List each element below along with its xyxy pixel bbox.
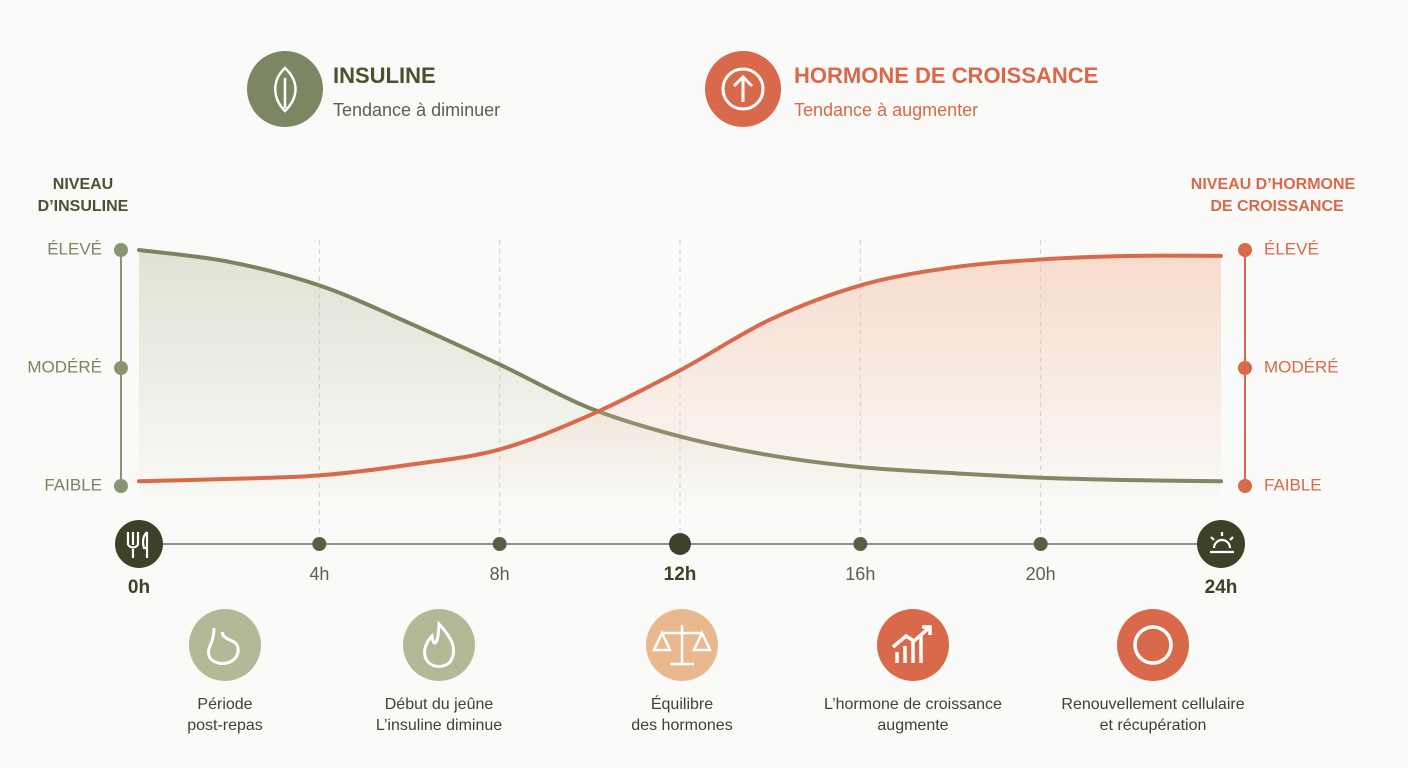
- growth-glyph: [891, 625, 932, 663]
- leaf-glyph: [274, 66, 297, 113]
- legend-name: HORMONE DE CROISSANCE: [794, 63, 1098, 88]
- phase-icons: [189, 609, 1189, 681]
- x-tick-label: 4h: [309, 564, 329, 584]
- arrow-glyph: [732, 74, 754, 102]
- phase-icon: [403, 609, 475, 681]
- tick-mark: [312, 537, 327, 551]
- tick-mark: [492, 537, 507, 551]
- area: [139, 250, 1221, 505]
- y2-tick-label: MODÉRÉ: [1264, 357, 1339, 376]
- y2-tick-label: FAIBLE: [1264, 475, 1322, 494]
- x-tick-label: 8h: [490, 564, 510, 584]
- legend-trend: Tendance à diminuer: [333, 100, 500, 120]
- phase-caption: et récupération: [1100, 717, 1207, 734]
- cycle-glyph: [1133, 625, 1173, 665]
- stomach-glyph: [207, 627, 240, 665]
- phase-caption: des hormones: [631, 717, 732, 734]
- phase-caption: post-repas: [187, 717, 263, 734]
- scale-glyph: [652, 625, 712, 666]
- tick-mark: [1238, 361, 1252, 375]
- tick-mark: [1033, 537, 1048, 551]
- tick-mark: [114, 243, 128, 257]
- tick-mark: [669, 533, 691, 555]
- phase-caption: Renouvellement cellulaire: [1061, 696, 1244, 713]
- line: [137, 253, 1223, 484]
- tick-mark: [1197, 520, 1245, 568]
- legend-name: INSULINE: [333, 63, 436, 88]
- phase-caption: L’hormone de croissance: [824, 696, 1002, 713]
- tick-mark: [114, 479, 128, 493]
- tick-mark: [853, 537, 868, 551]
- y-axis-title: D’INSULINE: [38, 198, 129, 215]
- x-tick-label: 0h: [128, 577, 150, 598]
- y2-axis-title: DE CROISSANCE: [1210, 198, 1344, 215]
- area: [139, 255, 1221, 505]
- phase-icon: [1117, 609, 1189, 681]
- x-tick-label: 24h: [1205, 577, 1238, 598]
- fork-glyph: [126, 531, 149, 558]
- phase-caption: Période: [197, 696, 252, 713]
- y-tick-label: FAIBLE: [44, 475, 102, 494]
- y-tick-label: ÉLEVÉ: [47, 239, 102, 258]
- y2-tick-label: ÉLEVÉ: [1264, 239, 1319, 258]
- y-axis-title: NIVEAU: [53, 176, 113, 193]
- x-tick-label: 20h: [1026, 564, 1056, 584]
- x-tick-label: 16h: [845, 564, 875, 584]
- phase-caption: L’insuline diminue: [376, 717, 502, 734]
- phase-icon: [189, 609, 261, 681]
- tick-mark: [1238, 243, 1252, 257]
- flame-glyph: [423, 620, 455, 668]
- arrow-glyph: [721, 67, 765, 111]
- tick-mark: [114, 361, 128, 375]
- phase-caption: Équilibre: [651, 694, 713, 713]
- phase-caption: augmente: [877, 717, 948, 734]
- sun-glyph: [1210, 532, 1234, 554]
- y-tick-label: MODÉRÉ: [27, 357, 102, 376]
- legend-trend: Tendance à augmenter: [794, 100, 978, 120]
- x-tick-label: 12h: [664, 564, 697, 585]
- phase-caption: Début du jeûne: [385, 696, 494, 713]
- y2-axis-title: NIVEAU D’HORMONE: [1191, 176, 1356, 193]
- tick-mark: [1238, 479, 1252, 493]
